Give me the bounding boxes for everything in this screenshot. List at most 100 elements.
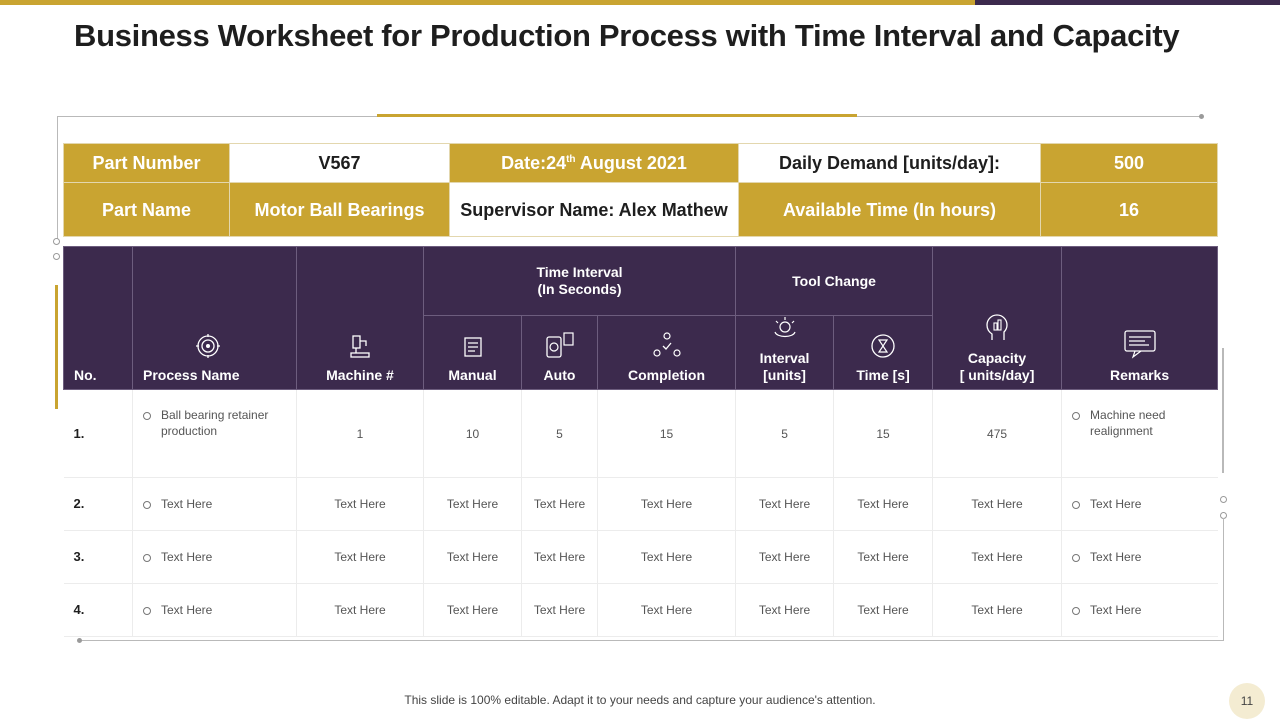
bullet-icon xyxy=(143,554,151,562)
header-manual: Manual xyxy=(423,315,522,390)
page-number: 11 xyxy=(1229,683,1265,719)
frame-ring xyxy=(53,238,60,245)
machine-cell: Text Here xyxy=(296,477,424,531)
interval-cell: 5 xyxy=(735,389,835,478)
table-row: 2. Text Here Text Here Text Here Text Here Te… xyxy=(63,477,1218,531)
process-name-cell-wrap: Text Here xyxy=(143,549,295,565)
row-number: 1. xyxy=(63,389,133,478)
time-cell: 15 xyxy=(833,389,934,478)
remarks-cell-text: Machine need realignment xyxy=(1090,408,1166,438)
hourglass-icon xyxy=(871,334,895,358)
remarks-cell-text: Text Here xyxy=(1090,603,1142,617)
completion-cell: Text Here xyxy=(597,530,737,584)
part-name-value: Motor Ball Bearings xyxy=(229,182,450,237)
remarks-cell-text: Text Here xyxy=(1090,497,1142,511)
auto-cell: Text Here xyxy=(521,530,598,584)
remarks-icon xyxy=(1123,330,1156,359)
header-time-interval-line2: (In Seconds) xyxy=(537,281,622,297)
capacity-cell: Text Here xyxy=(932,477,1063,531)
frame-dot xyxy=(77,638,82,643)
header-manual-label: Manual xyxy=(448,367,497,383)
header-process-name-label: Process Name xyxy=(143,367,240,383)
manual-cell: 10 xyxy=(423,389,522,478)
header-capacity: Capacity [ units/day] xyxy=(932,246,1063,390)
remarks-cell: Text Here xyxy=(1061,583,1218,637)
date-cell: Date:24th August 2021 xyxy=(449,143,739,183)
page-title: Business Worksheet for Production Proces… xyxy=(74,18,1180,53)
frame-right-line xyxy=(1223,518,1224,641)
frame-ring xyxy=(1220,496,1227,503)
header-completion-label: Completion xyxy=(628,367,706,383)
bullet-icon xyxy=(1072,554,1081,562)
header-interval-line1: Interval xyxy=(759,350,810,366)
remarks-cell: Machine need realignment xyxy=(1061,389,1218,478)
completion-cell: 15 xyxy=(597,389,737,478)
header-machine: Machine # xyxy=(296,246,424,390)
manual-cell: Text Here xyxy=(423,583,522,637)
row-number: 2. xyxy=(63,477,133,531)
process-name-cell-wrap: Text Here xyxy=(143,496,295,512)
bullet-icon xyxy=(1072,412,1081,420)
capacity-cell: Text Here xyxy=(932,530,1063,584)
time-cell: Text Here xyxy=(833,477,934,531)
interval-cell: Text Here xyxy=(735,530,835,584)
header-remarks-label: Remarks xyxy=(1109,367,1170,383)
part-info-table: Part Number V567 Date:24th August 2021 D… xyxy=(63,143,1218,237)
process-name-cell: Ball bearing retainer production xyxy=(132,389,297,478)
frame-gold-accent-vertical xyxy=(55,285,58,409)
interval-cell: Text Here xyxy=(735,583,835,637)
header-remarks: Remarks xyxy=(1061,246,1219,390)
header-interval: Interval [units] xyxy=(735,315,835,390)
process-name-cell-wrap: Ball bearing retainer production xyxy=(143,407,295,439)
process-name-cell-wrap: Text Here xyxy=(143,602,295,618)
header-capacity-line2: [ units/day] xyxy=(959,367,1035,383)
header-machine-label: Machine # xyxy=(326,367,394,383)
completion-cell: Text Here xyxy=(597,583,737,637)
header-time-s: Time [s] xyxy=(833,315,934,390)
date-suffix-sup: th xyxy=(566,153,576,165)
header-time-interval: Time Interval (In Seconds) xyxy=(422,246,737,316)
manual-icon xyxy=(463,337,482,357)
frame-gold-accent xyxy=(377,114,857,117)
header-tool-change: Tool Change xyxy=(735,246,934,316)
interval-cell: Text Here xyxy=(735,477,835,531)
process-name-cell: Text Here xyxy=(132,477,297,531)
capacity-cell: 475 xyxy=(932,389,1063,478)
header-no: No. xyxy=(63,246,133,390)
bullet-icon xyxy=(143,607,151,615)
remarks-cell: Text Here xyxy=(1061,477,1218,531)
process-name-cell: Text Here xyxy=(132,530,297,584)
completion-icon xyxy=(652,332,681,357)
production-process-table: No. Process Name Machine # T xyxy=(63,246,1219,637)
process-name-cell-text: Text Here xyxy=(161,497,213,511)
table-row: 3. Text Here Text Here Text Here Text Here Te… xyxy=(63,530,1218,584)
footer-note: This slide is 100% editable. Adapt it to… xyxy=(404,693,876,707)
part-name-label: Part Name xyxy=(63,182,230,237)
process-name-cell-text: Ball bearing retainer production xyxy=(161,408,269,438)
table-row: 1. Ball bearing retainer production 1 10 5 15… xyxy=(63,389,1218,478)
bullet-icon xyxy=(1072,501,1081,509)
auto-cell: 5 xyxy=(521,389,598,478)
daily-demand-value: 500 xyxy=(1040,143,1218,183)
manual-cell: Text Here xyxy=(423,477,522,531)
frame-ring xyxy=(53,253,60,260)
machine-cell: Text Here xyxy=(296,530,424,584)
remarks-cell-wrap: Machine need realignment xyxy=(1072,407,1217,439)
frame-bottom-line xyxy=(79,640,1224,641)
machine-cell: 1 xyxy=(296,389,424,478)
machine-cell: Text Here xyxy=(296,583,424,637)
header-interval-line2: [units] xyxy=(763,367,806,383)
header-auto: Auto xyxy=(521,315,598,390)
daily-demand-label: Daily Demand [units/day]: xyxy=(738,143,1041,183)
interval-icon xyxy=(773,317,796,338)
remarks-cell: Text Here xyxy=(1061,530,1218,584)
row-number: 4. xyxy=(63,583,133,637)
header-process-name: Process Name xyxy=(132,246,297,390)
manual-cell: Text Here xyxy=(423,530,522,584)
process-name-cell-text: Text Here xyxy=(161,603,213,617)
remarks-cell-wrap: Text Here xyxy=(1072,496,1217,512)
process-name-cell-text: Text Here xyxy=(161,550,213,564)
gear-icon xyxy=(196,334,220,358)
header-capacity-line1: Capacity xyxy=(967,350,1027,366)
header-auto-label: Auto xyxy=(543,367,576,383)
